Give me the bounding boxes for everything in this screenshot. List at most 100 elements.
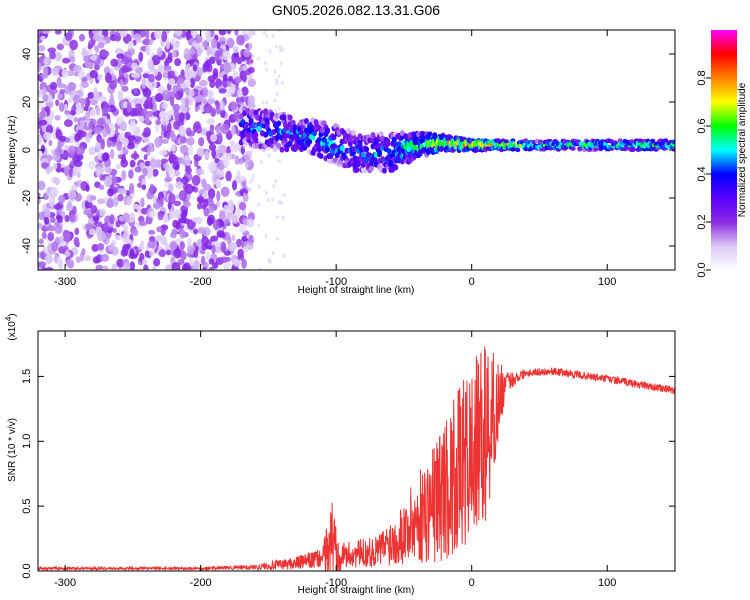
noise-cell <box>179 241 186 250</box>
noise-cell <box>206 45 211 57</box>
spectrogram-y-ticks: -40 -20 0 20 40 <box>21 48 675 254</box>
noise-cell <box>225 170 232 182</box>
noise-cell <box>117 193 124 202</box>
noise-cell <box>38 238 44 245</box>
noise-cell <box>69 160 75 167</box>
noise-cell <box>186 219 196 230</box>
noise-cell <box>173 248 182 259</box>
noise-cell <box>42 66 49 77</box>
noise-cell <box>249 245 253 250</box>
noise-cell <box>109 93 114 103</box>
snr-scale-prefix: (x10 <box>7 321 18 341</box>
spectrogram-cells <box>38 30 675 270</box>
noise-cell <box>212 68 219 77</box>
noise-cell <box>121 85 129 92</box>
signal-cell <box>354 166 360 173</box>
noise-cell <box>237 158 244 165</box>
noise-cell <box>273 69 277 74</box>
signal-cell <box>347 140 353 147</box>
noise-cell <box>96 117 106 127</box>
noise-cell <box>218 88 227 94</box>
signal-cell <box>351 129 356 136</box>
signal-cell <box>331 134 337 141</box>
noise-cell <box>105 166 112 174</box>
noise-cell <box>147 110 154 117</box>
noise-cell <box>106 126 111 135</box>
noise-cell <box>134 66 143 74</box>
noise-cell <box>148 211 157 218</box>
signal-cell <box>355 160 361 167</box>
noise-cell <box>223 261 232 270</box>
noise-cell <box>131 62 138 70</box>
noise-cell <box>163 212 169 222</box>
noise-cell <box>192 123 198 133</box>
noise-cell <box>138 215 145 223</box>
noise-cell <box>202 226 211 237</box>
noise-cell <box>241 208 247 216</box>
noise-cell <box>83 209 92 216</box>
noise-cell <box>97 230 106 242</box>
noise-cell <box>59 89 65 95</box>
y-tick-label: -20 <box>21 190 33 206</box>
noise-cell <box>189 77 196 88</box>
noise-cell <box>152 168 159 177</box>
noise-cell <box>100 253 110 262</box>
noise-cell <box>155 234 163 242</box>
noise-cell <box>152 102 157 113</box>
snr-x-ticks: -300 -200 -100 0 100 <box>54 331 616 589</box>
noise-cell <box>61 68 69 79</box>
y-tick-label: -40 <box>21 238 33 254</box>
noise-cell <box>155 159 162 169</box>
snr-x-label: Height of straight line (km) <box>298 585 415 596</box>
noise-cell <box>219 63 225 72</box>
noise-cell <box>93 45 99 51</box>
noise-cell <box>214 50 221 61</box>
noise-cell <box>248 180 252 184</box>
noise-cell <box>163 69 169 79</box>
noise-cell <box>161 31 168 43</box>
noise-cell <box>126 243 131 249</box>
noise-cell <box>277 200 281 205</box>
noise-cell <box>163 112 172 121</box>
noise-cell <box>155 119 162 126</box>
x-tick-label: 100 <box>598 276 616 288</box>
noise-cell <box>230 125 236 136</box>
colorbar-tick-label: 0.2 <box>696 214 708 229</box>
noise-cell <box>59 135 67 142</box>
noise-cell <box>231 234 236 242</box>
noise-cell <box>67 81 77 92</box>
noise-cell <box>134 166 142 173</box>
noise-cell <box>105 118 111 125</box>
noise-cell <box>38 111 47 119</box>
noise-cell <box>98 96 107 103</box>
noise-cell <box>183 53 193 61</box>
noise-cell <box>69 213 77 223</box>
noise-cell <box>148 74 155 83</box>
noise-cell <box>165 249 172 256</box>
signal-cell <box>630 147 636 152</box>
noise-cell <box>148 38 154 45</box>
signal-cell <box>276 120 282 127</box>
noise-cell <box>145 101 154 110</box>
noise-cell <box>154 136 163 147</box>
noise-cell <box>220 108 226 119</box>
noise-cell <box>248 209 252 214</box>
noise-cell <box>43 57 50 65</box>
noise-cell <box>196 67 204 77</box>
noise-cell <box>177 258 185 266</box>
noise-cell <box>264 233 268 238</box>
noise-cell <box>193 228 199 235</box>
noise-cell <box>52 162 58 170</box>
noise-cell <box>101 152 109 162</box>
noise-cell <box>211 149 216 158</box>
noise-cell <box>141 184 147 191</box>
noise-cell <box>162 163 170 169</box>
signal-cell <box>386 148 392 155</box>
noise-cell <box>120 248 128 257</box>
noise-cell <box>141 77 147 89</box>
noise-cell <box>241 86 249 97</box>
noise-cell <box>153 258 161 267</box>
noise-cell <box>174 181 184 190</box>
noise-cell <box>200 249 206 255</box>
noise-cell <box>180 136 188 144</box>
